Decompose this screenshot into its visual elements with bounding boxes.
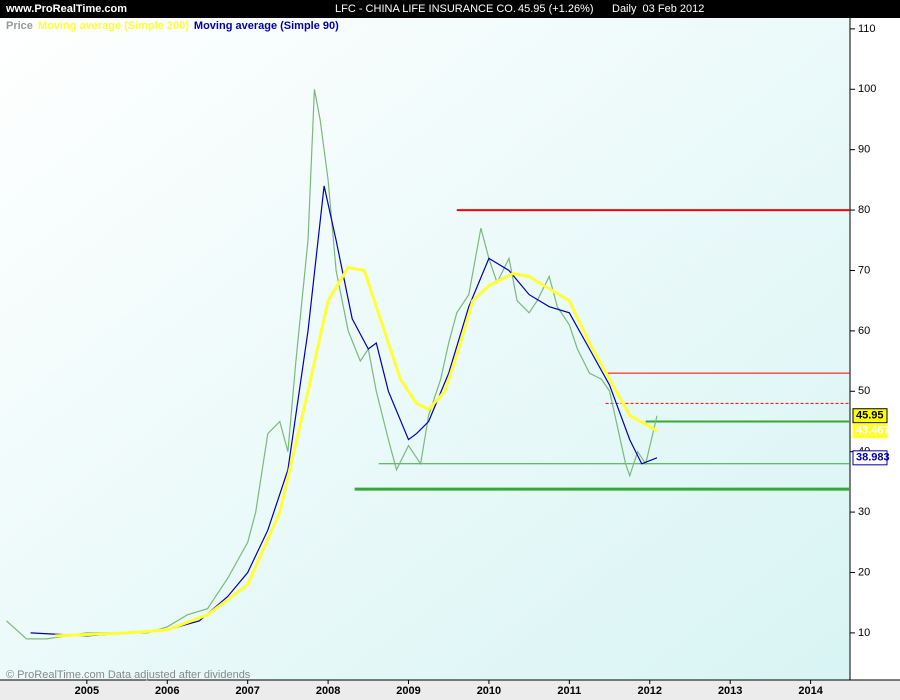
x-tick-label: 2008 (316, 685, 340, 697)
last-quote: 45.95 (+1.26%) (518, 3, 594, 15)
chart-title: LFC - CHINA LIFE INSURANCE CO. (335, 3, 516, 15)
x-tick-label: 2005 (75, 685, 99, 697)
y-tick-label: 70 (858, 264, 870, 276)
x-tick-label: 2010 (477, 685, 501, 697)
legend-entry: Price (6, 20, 33, 32)
x-tick-label: 2007 (235, 685, 259, 697)
y-tick-label: 100 (858, 83, 876, 95)
y-tick-label: 80 (858, 204, 870, 216)
y-tick-label: 60 (858, 325, 870, 337)
series-line (5, 89, 658, 640)
last-value-label: 38.983 (856, 452, 890, 464)
x-tick-label: 2014 (798, 685, 823, 697)
last-value-box (852, 423, 888, 439)
last-value-label: 43.467 (856, 425, 890, 437)
x-tick-label: 2009 (396, 685, 420, 697)
x-tick-label: 2012 (638, 685, 662, 697)
x-tick-label: 2006 (155, 685, 179, 697)
y-tick-label: 20 (858, 566, 870, 578)
last-value-box (852, 450, 888, 466)
legend-entry: Moving average (Simple 90) (194, 20, 339, 32)
footer: © ProRealTime.com Data adjusted after di… (6, 669, 251, 681)
y-tick-label: 10 (858, 627, 870, 639)
period: Daily 03 Feb 2012 (612, 3, 704, 15)
legend-entry: Moving average (Simple 200) (38, 20, 189, 32)
y-tick-label: 90 (858, 144, 870, 156)
last-value-label: 45.95 (856, 410, 884, 422)
y-tick-label: 110 (858, 23, 876, 35)
header-bar (0, 0, 900, 18)
site: www.ProRealTime.com (5, 3, 127, 15)
x-tick-label: 2011 (557, 685, 581, 697)
plot-area (0, 18, 850, 680)
y-tick-label: 50 (858, 385, 870, 397)
y-tick-label: 30 (858, 506, 870, 518)
x-tick-label: 2013 (718, 685, 742, 697)
last-value-box (852, 408, 888, 424)
series-line (54, 265, 658, 638)
x-axis-strip (0, 680, 900, 700)
legend: Price Moving average (Simple 200) Moving a… (6, 20, 339, 32)
series-line (30, 185, 658, 637)
